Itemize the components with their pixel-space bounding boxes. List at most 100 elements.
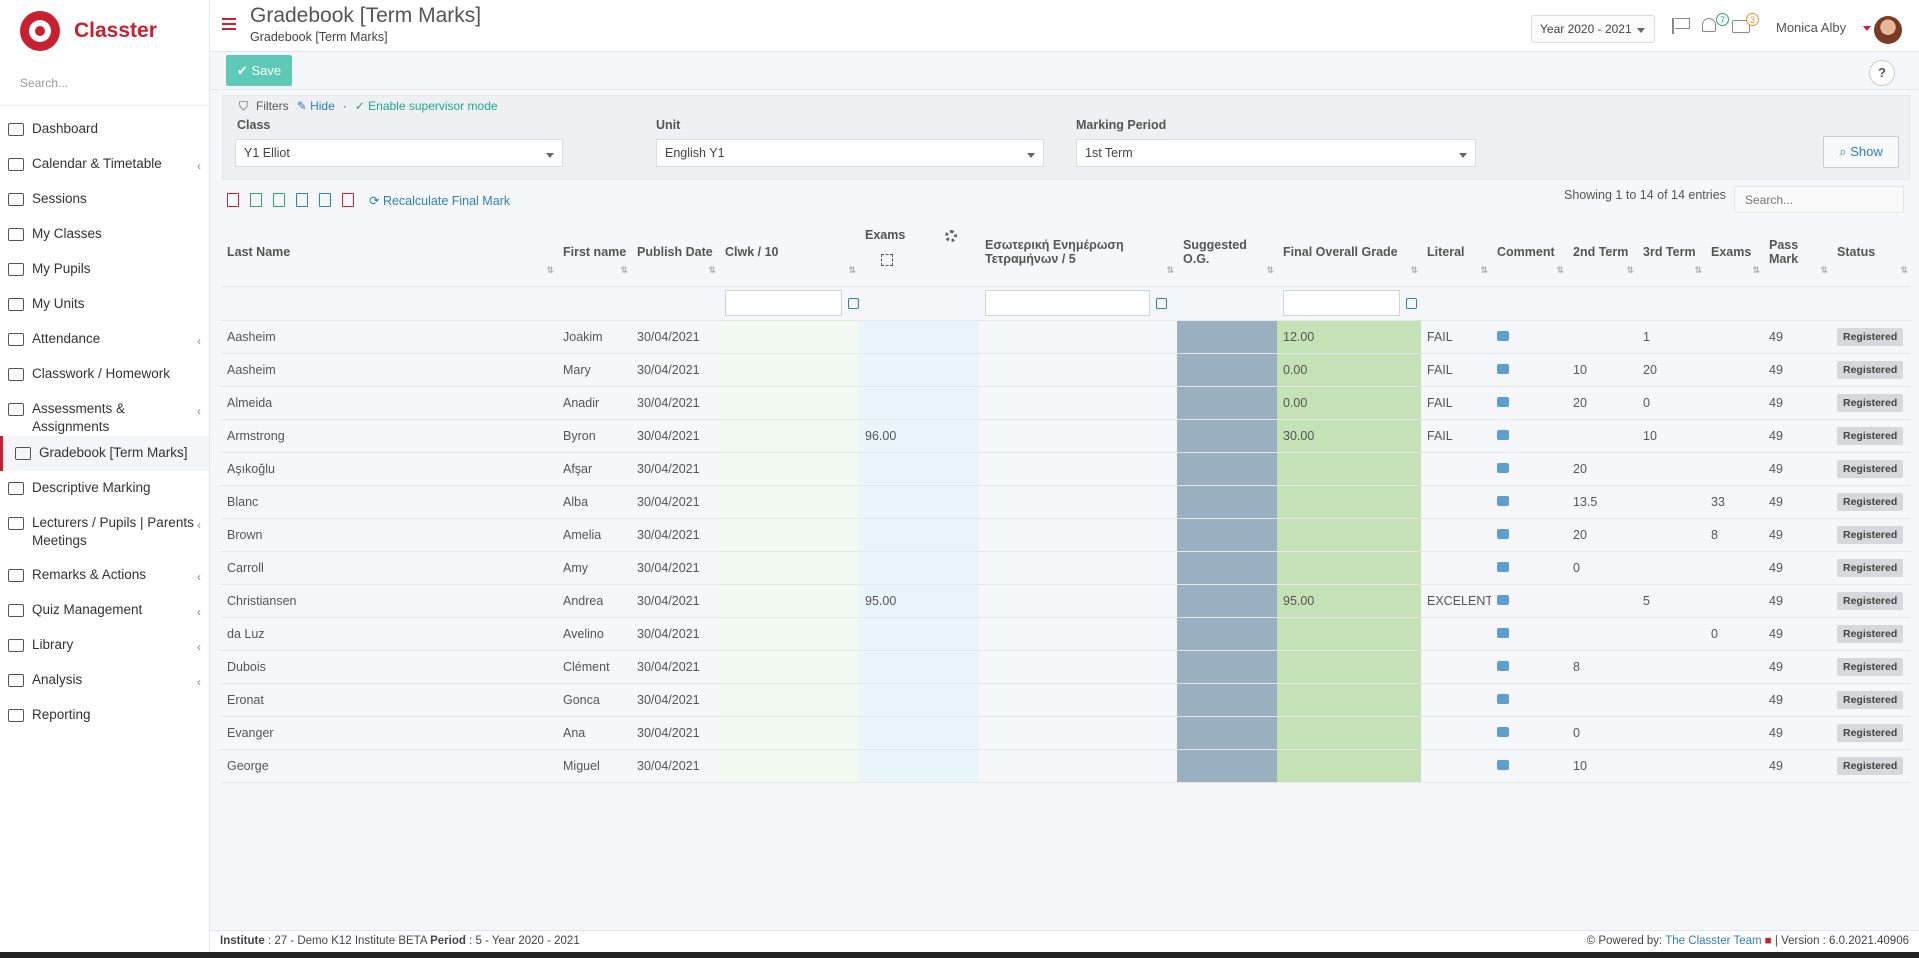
sidebar-item-my-pupils[interactable]: My Pupils [0,252,209,287]
sidebar-item-remarks-actions[interactable]: Remarks & Actions ‹ [0,558,209,593]
comment-icon[interactable] [1497,429,1509,440]
cell-clwk[interactable] [719,485,859,519]
cell-internal[interactable] [979,485,1177,519]
cell-exams[interactable] [859,320,979,354]
cell-internal[interactable] [979,353,1177,387]
sidebar-item-my-units[interactable]: My Units [0,287,209,322]
comment-icon[interactable] [1497,594,1509,605]
class-select[interactable]: Y1 Elliot [235,139,563,167]
col-exams[interactable]: Exams [859,218,979,287]
cell-final[interactable]: 30.00 [1277,419,1421,453]
col-3rd-term[interactable]: 3rd Term ⇅ [1637,218,1705,287]
col-literal[interactable]: Literal ⇅ [1421,218,1491,287]
cell-internal[interactable] [979,716,1177,750]
logo[interactable]: Classter [0,0,209,62]
cell-final[interactable]: 12.00 [1277,320,1421,354]
export-csv-icon[interactable] [273,193,285,207]
comment-icon[interactable] [1497,660,1509,671]
col-2nd-term[interactable]: 2nd Term ⇅ [1567,218,1637,287]
cell-final[interactable] [1277,749,1421,783]
marking-period-select[interactable]: 1st Term [1076,139,1476,167]
internal-bulk-input[interactable] [985,290,1150,316]
comment-icon[interactable] [1497,759,1509,770]
sidebar-item-my-classes[interactable]: My Classes [0,217,209,252]
comment-icon[interactable] [1497,528,1509,539]
cell-internal[interactable] [979,683,1177,717]
cell-final[interactable] [1277,617,1421,651]
cell-internal[interactable] [979,617,1177,651]
comment-icon[interactable] [1497,330,1509,341]
sidebar-item-descriptive-marking[interactable]: Descriptive Marking [0,471,209,506]
recalculate-final-mark-button[interactable]: ⟳ Recalculate Final Mark [369,193,511,208]
cell-internal[interactable] [979,749,1177,783]
sidebar-item-library[interactable]: Library ‹ [0,628,209,663]
cell-internal[interactable] [979,452,1177,486]
sidebar-item-analysis[interactable]: Analysis ‹ [0,663,209,698]
flag-icon[interactable] [1672,18,1690,34]
cell-clwk[interactable] [719,683,859,717]
export-pdf-icon[interactable] [227,193,239,207]
cell-exams[interactable] [859,749,979,783]
cell-final[interactable] [1277,452,1421,486]
cell-clwk[interactable] [719,617,859,651]
copy-down-icon[interactable] [1406,297,1417,309]
sidebar-item-attendance[interactable]: Attendance ‹ [0,322,209,357]
classter-team-link[interactable]: The Classter Team [1665,935,1762,947]
unit-select[interactable]: English Y1 [656,139,1044,167]
cell-exams[interactable]: 95.00 [859,584,979,618]
cell-exams[interactable] [859,551,979,585]
final-bulk-input[interactable] [1283,290,1400,316]
user-menu[interactable]: Monica Alby [1776,20,1847,35]
col-internal-update[interactable]: Εσωτερική Ενημέρωση Τετραμήνων / 5 ⇅ [979,218,1177,287]
caret-down-icon[interactable] [1863,26,1871,31]
comment-icon[interactable] [1497,726,1509,737]
sidebar-item-assessments-assignments[interactable]: Assessments & Assignments ‹ [0,392,209,436]
comment-icon[interactable] [1497,495,1509,506]
cell-exams[interactable]: 96.00 [859,419,979,453]
cell-final[interactable] [1277,650,1421,684]
clwk-bulk-input[interactable] [725,290,842,316]
col-exams-2[interactable]: Exams ⇅ [1705,218,1763,287]
sidebar-item-calendar-timetable[interactable]: Calendar & Timetable ‹ [0,147,209,182]
col-pass-mark[interactable]: Pass Mark ⇅ [1763,218,1831,287]
cell-internal[interactable] [979,320,1177,354]
cell-internal[interactable] [979,584,1177,618]
cell-internal[interactable] [979,518,1177,552]
col-clwk[interactable]: Clwk / 10 ⇅ [719,218,859,287]
cell-exams[interactable] [859,617,979,651]
save-button[interactable]: ✔ Save [226,55,292,86]
col-last-name[interactable]: Last Name ⇅ [221,218,557,287]
cell-exams[interactable] [859,683,979,717]
cell-internal[interactable] [979,551,1177,585]
copy-down-icon[interactable] [1156,297,1167,309]
gear-icon[interactable] [945,229,958,242]
cell-final[interactable] [1277,485,1421,519]
sidebar-item-lecturers-pupils-parents-meetings[interactable]: Lecturers / Pupils | Parents Meetings ‹ [0,506,209,558]
copy-icon[interactable] [296,193,308,207]
cell-final[interactable]: 0.00 [1277,353,1421,387]
hide-filters-link[interactable]: ✎ Hide [296,99,335,113]
col-publish-date[interactable]: Publish Date ⇅ [631,218,719,287]
cell-final[interactable]: 0.00 [1277,386,1421,420]
comment-icon[interactable] [1497,396,1509,407]
cell-clwk[interactable] [719,551,859,585]
cell-internal[interactable] [979,650,1177,684]
cell-final[interactable] [1277,518,1421,552]
cell-exams[interactable] [859,386,979,420]
cell-final[interactable] [1277,683,1421,717]
supervisor-mode-link[interactable]: ✓ Enable supervisor mode [354,99,498,113]
menu-toggle-icon[interactable] [222,18,236,30]
cell-clwk[interactable] [719,419,859,453]
compress-icon[interactable] [319,193,331,207]
comment-icon[interactable] [1497,627,1509,638]
table-search-input[interactable] [1734,186,1904,213]
expand-icon[interactable] [881,254,893,266]
cell-internal[interactable] [979,419,1177,453]
cell-clwk[interactable] [719,716,859,750]
sidebar-item-quiz-management[interactable]: Quiz Management ‹ [0,593,209,628]
sidebar-search-input[interactable]: Search... [0,62,209,106]
cell-final[interactable]: 95.00 [1277,584,1421,618]
sidebar-item-sessions[interactable]: Sessions [0,182,209,217]
col-final-overall-grade[interactable]: Final Overall Grade ⇅ [1277,218,1421,287]
cell-clwk[interactable] [719,749,859,783]
